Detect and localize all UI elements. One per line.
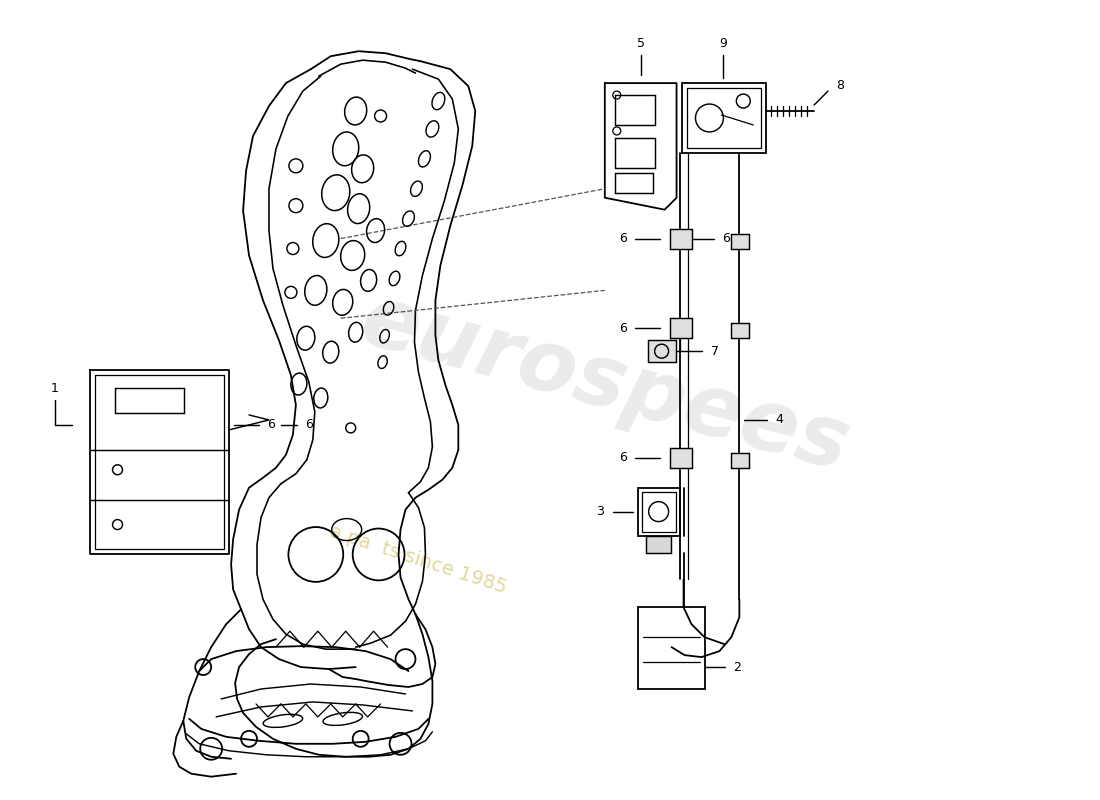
- Text: 7: 7: [712, 345, 719, 358]
- Text: 6: 6: [619, 451, 627, 464]
- Text: 8: 8: [836, 78, 844, 91]
- Bar: [641, 492, 675, 531]
- Bar: [686, 88, 761, 148]
- Text: 2: 2: [734, 661, 741, 674]
- Text: 6: 6: [267, 418, 275, 431]
- Text: a pa  ts since 1985: a pa ts since 1985: [328, 522, 509, 597]
- Bar: [682, 83, 767, 153]
- Text: eurospees: eurospees: [352, 279, 858, 489]
- Bar: [732, 234, 749, 249]
- Text: 6: 6: [619, 322, 627, 334]
- Bar: [732, 453, 749, 468]
- Bar: [670, 448, 692, 468]
- Text: 6: 6: [305, 418, 312, 431]
- Bar: [670, 318, 692, 338]
- Text: 5: 5: [637, 37, 645, 50]
- Bar: [646, 535, 671, 554]
- Text: 4: 4: [776, 414, 783, 426]
- Text: 6: 6: [723, 232, 730, 245]
- Bar: [114, 388, 185, 413]
- Bar: [638, 488, 680, 535]
- Text: 1: 1: [51, 382, 58, 394]
- Bar: [615, 138, 654, 168]
- Bar: [638, 607, 705, 689]
- Bar: [648, 340, 675, 362]
- Text: 6: 6: [619, 232, 627, 245]
- Bar: [615, 173, 652, 193]
- Bar: [732, 323, 749, 338]
- Text: 9: 9: [719, 37, 727, 50]
- Text: 3: 3: [596, 505, 604, 518]
- Bar: [615, 95, 654, 125]
- Bar: [670, 229, 692, 249]
